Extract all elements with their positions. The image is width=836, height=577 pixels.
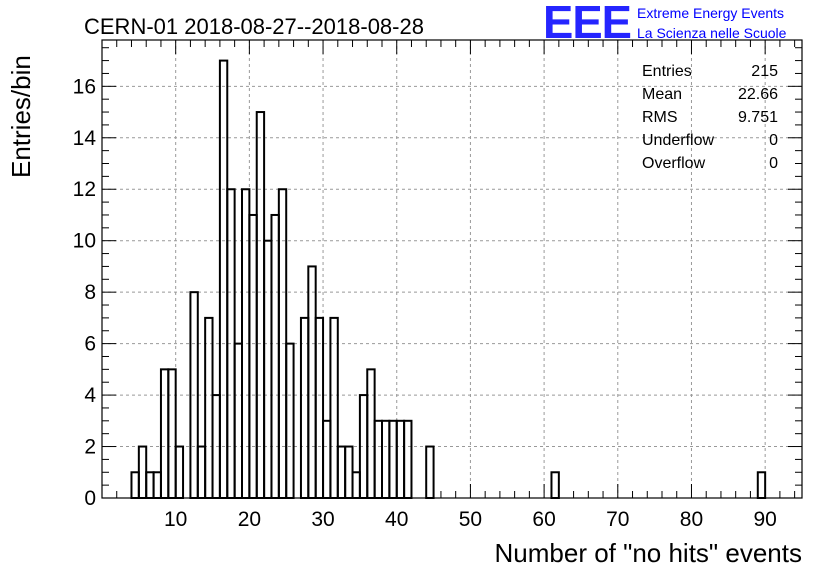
stats-mean-label: Mean bbox=[642, 86, 682, 103]
histogram-bar bbox=[314, 316, 325, 499]
y-tick-label: 14 bbox=[73, 127, 97, 150]
stats-overflow-label: Overflow bbox=[642, 155, 706, 172]
x-tick-label: 80 bbox=[680, 508, 703, 531]
histogram-bar bbox=[373, 419, 384, 499]
histogram-bar bbox=[263, 239, 273, 499]
histogram-bar bbox=[403, 419, 413, 499]
y-tick-label: 10 bbox=[73, 230, 96, 253]
histogram-bar bbox=[336, 445, 347, 500]
histogram-bar bbox=[381, 419, 391, 499]
histogram-bar bbox=[137, 445, 148, 500]
stats-rms-value: 9.751 bbox=[738, 109, 778, 126]
stats-entries-value: 215 bbox=[751, 63, 778, 80]
histogram-bar bbox=[550, 471, 560, 499]
histogram-bar bbox=[174, 445, 185, 500]
plot-frame bbox=[101, 39, 803, 499]
y-tick-label: 12 bbox=[73, 178, 96, 201]
histogram-bar bbox=[255, 111, 266, 499]
histogram-bar bbox=[285, 342, 295, 499]
logo-line-1: Extreme Energy Events bbox=[637, 5, 784, 21]
histogram-bar bbox=[248, 213, 258, 500]
histogram-bar bbox=[307, 265, 317, 499]
chart-title: CERN-01 2018-08-27--2018-08-28 bbox=[84, 14, 424, 39]
stats-overflow-value: 0 bbox=[769, 155, 778, 172]
histogram-bar bbox=[270, 213, 280, 500]
x-tick-label: 10 bbox=[164, 508, 187, 531]
logo-line-2: La Scienza nelle Scuole bbox=[637, 25, 787, 41]
histogram-bar bbox=[145, 471, 155, 499]
y-tick-label: 16 bbox=[73, 75, 96, 98]
x-tick-label: 60 bbox=[532, 508, 555, 531]
x-tick-label: 30 bbox=[311, 508, 334, 531]
histogram-bar bbox=[395, 419, 406, 499]
histogram-bar bbox=[152, 471, 162, 499]
stats-entries-label: Entries bbox=[642, 63, 692, 80]
y-tick-label: 6 bbox=[84, 333, 96, 356]
histogram-bar bbox=[425, 445, 435, 500]
y-tick-label: 8 bbox=[84, 281, 96, 304]
histogram-bar bbox=[366, 368, 376, 500]
x-tick-label: 20 bbox=[238, 508, 261, 531]
histogram-bar bbox=[204, 316, 214, 499]
histogram-bar bbox=[130, 471, 140, 499]
x-tick-label: 40 bbox=[385, 508, 408, 531]
y-axis-label: Entries/bin bbox=[6, 55, 36, 178]
stats-mean-value: 22.66 bbox=[738, 86, 778, 103]
stats-box: Entries 215 Mean 22.66 RMS 9.751 Underfl… bbox=[642, 63, 778, 172]
histogram-bar bbox=[167, 368, 177, 500]
y-tick-label: 4 bbox=[84, 384, 96, 407]
histogram-bar bbox=[388, 419, 398, 499]
histogram-bar bbox=[196, 445, 207, 500]
histogram-bar bbox=[299, 316, 310, 499]
stats-rms-label: RMS bbox=[642, 109, 678, 126]
histogram-bar bbox=[351, 471, 361, 499]
histogram-bar bbox=[322, 419, 332, 499]
x-tick-label: 70 bbox=[606, 508, 629, 531]
y-tick-label: 2 bbox=[84, 436, 96, 459]
histogram-bar bbox=[159, 368, 170, 500]
x-tick-label: 50 bbox=[459, 508, 482, 531]
stats-underflow-value: 0 bbox=[769, 132, 778, 149]
x-tick-label: 90 bbox=[753, 508, 776, 531]
histogram-bar bbox=[218, 59, 229, 500]
histogram-bar bbox=[233, 342, 243, 499]
histogram-bar bbox=[756, 471, 767, 499]
x-axis-label: Number of "no hits" events bbox=[495, 538, 803, 568]
stats-underflow-label: Underflow bbox=[642, 132, 714, 149]
y-tick-label: 0 bbox=[84, 487, 96, 510]
histogram-bar bbox=[344, 445, 354, 500]
plot-area: 10 20 30 40 50 60 70 80 90 0 2 4 6 8 10 12 14 16 bbox=[73, 39, 803, 531]
histogram-bar bbox=[329, 316, 339, 499]
